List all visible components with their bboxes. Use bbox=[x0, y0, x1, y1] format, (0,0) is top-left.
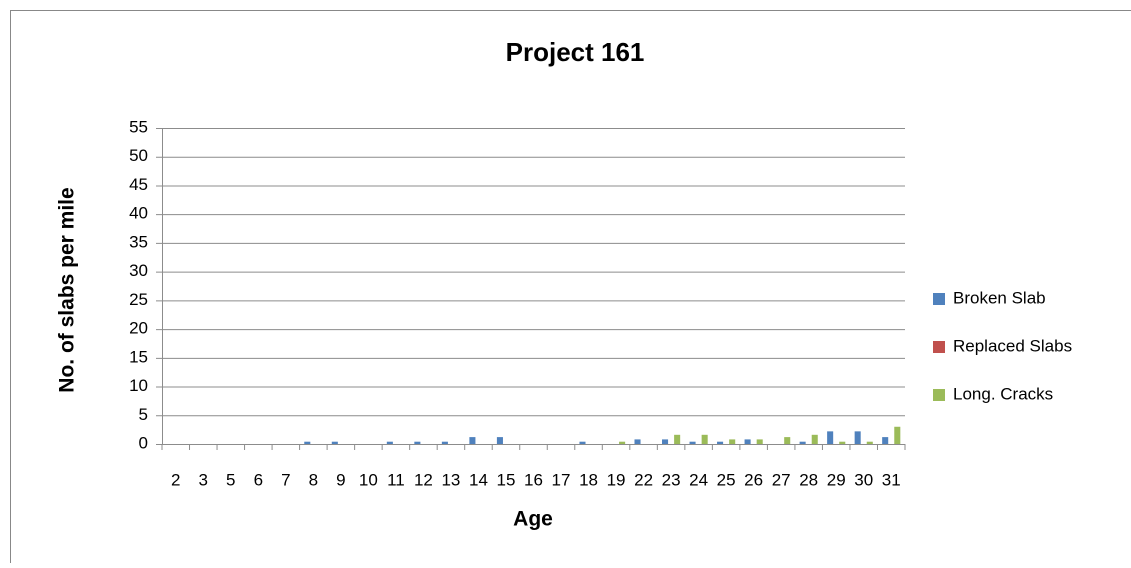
y-tick-label: 45 bbox=[129, 175, 148, 194]
bar bbox=[469, 437, 475, 444]
bar bbox=[717, 442, 723, 444]
x-tick-label: 25 bbox=[717, 470, 736, 489]
x-tick-label: 24 bbox=[689, 470, 708, 489]
legend-label: Replaced Slabs bbox=[953, 336, 1072, 355]
bar bbox=[414, 442, 420, 444]
chart-title: Project 161 bbox=[506, 37, 645, 67]
bar bbox=[867, 442, 873, 444]
bar bbox=[619, 442, 625, 444]
bar bbox=[690, 442, 696, 444]
y-axis-label: No. of slabs per mile bbox=[56, 187, 79, 392]
bar bbox=[800, 442, 806, 444]
y-tick-label: 15 bbox=[129, 347, 148, 366]
x-tick-label: 27 bbox=[772, 470, 791, 489]
y-tick-label: 25 bbox=[129, 290, 148, 309]
x-tick-label: 15 bbox=[497, 470, 516, 489]
legend-swatch bbox=[933, 341, 945, 353]
x-tick-label: 19 bbox=[607, 470, 626, 489]
x-tick-label: 12 bbox=[414, 470, 433, 489]
y-tick-label: 55 bbox=[129, 117, 148, 136]
x-tick-label: 23 bbox=[662, 470, 681, 489]
x-tick-label: 29 bbox=[827, 470, 846, 489]
x-tick-label: 2 bbox=[171, 470, 180, 489]
x-tick-label: 6 bbox=[254, 470, 263, 489]
bar bbox=[784, 437, 790, 444]
bar bbox=[702, 435, 708, 444]
legend-swatch bbox=[933, 293, 945, 305]
bar bbox=[855, 431, 861, 444]
x-tick-label: 22 bbox=[634, 470, 653, 489]
bar bbox=[882, 437, 888, 444]
x-tick-label: 8 bbox=[309, 470, 318, 489]
x-tick-label: 30 bbox=[854, 470, 873, 489]
x-tick-label: 7 bbox=[281, 470, 290, 489]
x-tick-label: 28 bbox=[799, 470, 818, 489]
x-tick-label: 16 bbox=[524, 470, 543, 489]
bar bbox=[332, 442, 338, 444]
bar bbox=[662, 439, 668, 444]
y-tick-label: 30 bbox=[129, 261, 148, 280]
bar bbox=[839, 442, 845, 444]
x-tick-label: 5 bbox=[226, 470, 235, 489]
y-tick-label: 50 bbox=[129, 146, 148, 165]
x-tick-label: 14 bbox=[469, 470, 488, 489]
bar bbox=[304, 442, 310, 444]
bar bbox=[442, 442, 448, 444]
x-tick-label: 18 bbox=[579, 470, 598, 489]
bar bbox=[497, 437, 503, 444]
x-tick-label: 11 bbox=[387, 470, 405, 489]
bar bbox=[634, 439, 640, 444]
x-axis-label: Age bbox=[513, 508, 553, 531]
bar bbox=[827, 431, 833, 444]
x-tick-label: 26 bbox=[744, 470, 763, 489]
legend-swatch bbox=[933, 389, 945, 401]
bar bbox=[757, 439, 763, 444]
legend-label: Long. Cracks bbox=[953, 384, 1053, 403]
bar bbox=[579, 442, 585, 444]
y-tick-label: 35 bbox=[129, 232, 148, 251]
y-tick-label: 5 bbox=[139, 405, 148, 424]
y-tick-label: 20 bbox=[129, 319, 148, 338]
bar bbox=[745, 439, 751, 444]
x-tick-label: 3 bbox=[199, 470, 208, 489]
bar bbox=[894, 427, 900, 444]
x-tick-label: 31 bbox=[882, 470, 901, 489]
x-tick-label: 13 bbox=[441, 470, 460, 489]
bar bbox=[812, 435, 818, 444]
x-tick-label: 10 bbox=[359, 470, 378, 489]
bar bbox=[387, 442, 393, 444]
bar bbox=[729, 439, 735, 444]
bar bbox=[674, 435, 680, 444]
y-tick-label: 40 bbox=[129, 204, 148, 223]
y-tick-label: 0 bbox=[139, 433, 148, 452]
x-tick-label: 17 bbox=[552, 470, 571, 489]
y-tick-label: 10 bbox=[129, 376, 148, 395]
x-tick-label: 9 bbox=[336, 470, 345, 489]
legend-label: Broken Slab bbox=[953, 288, 1046, 307]
